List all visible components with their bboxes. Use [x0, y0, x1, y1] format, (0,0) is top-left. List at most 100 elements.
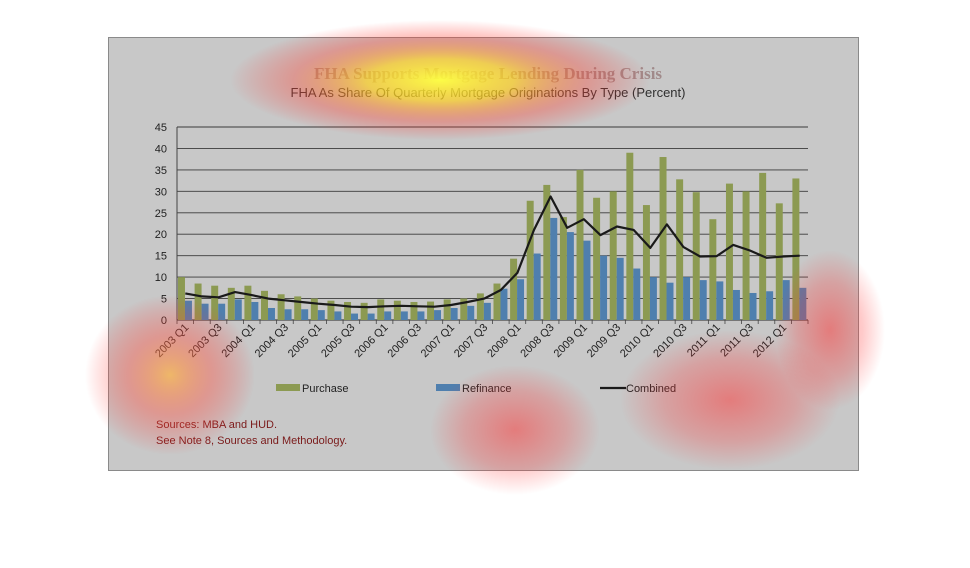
bar-refinance — [517, 279, 525, 320]
bar-refinance — [301, 309, 309, 320]
x-tick-label: 2006 Q3 — [386, 322, 424, 360]
bar-purchase — [692, 192, 700, 320]
y-tick-label: 25 — [155, 208, 167, 220]
legend-swatch — [276, 384, 300, 391]
bar-purchase — [510, 258, 518, 320]
x-tick-label: 2005 Q3 — [319, 322, 357, 360]
bar-purchase — [277, 294, 285, 320]
line-combined — [185, 195, 800, 309]
bar-refinance — [799, 287, 807, 320]
x-tick-label: 2010 Q1 — [618, 322, 656, 360]
bar-refinance — [782, 280, 790, 320]
x-tick-label: 2007 Q1 — [419, 322, 457, 360]
x-tick-label: 2003 Q1 — [153, 322, 191, 360]
bar-refinance — [450, 307, 458, 320]
bar-refinance — [434, 310, 442, 320]
bar-refinance — [251, 301, 259, 320]
y-tick-label: 40 — [155, 143, 167, 155]
bar-refinance — [218, 303, 226, 320]
y-axis: 0 5 10 15 20 25 30 35 40 45 — [155, 122, 178, 327]
y-tick-label: 10 — [155, 272, 167, 284]
x-tick-label: 2004 Q3 — [253, 322, 291, 360]
legend-swatch — [436, 384, 460, 391]
bar-purchase — [626, 152, 634, 320]
bar-purchase — [211, 285, 219, 320]
x-tick-label: 2006 Q1 — [352, 322, 390, 360]
bar-refinance — [184, 300, 192, 320]
bar-purchase — [476, 293, 484, 320]
bar-purchase — [244, 285, 252, 320]
bar-refinance — [583, 240, 591, 320]
bar-purchase — [194, 283, 202, 320]
bar-purchase — [460, 298, 468, 320]
y-tick-label: 0 — [161, 315, 167, 327]
bar-purchase — [310, 298, 318, 320]
bar-refinance — [666, 282, 674, 320]
bar-refinance — [749, 292, 757, 320]
x-tick-label: 2011 Q1 — [685, 322, 723, 360]
bar-purchase — [676, 179, 684, 320]
x-tick-label: 2004 Q1 — [220, 322, 258, 360]
bar-purchase — [742, 191, 750, 320]
legend-label: Combined — [626, 383, 676, 395]
x-tick-label: 2003 Q3 — [186, 322, 224, 360]
bar-purchase — [493, 283, 501, 320]
bar-refinance — [533, 253, 541, 320]
methodology-note: See Note 8, Sources and Methodology. — [156, 435, 348, 447]
bar-purchase — [261, 290, 268, 320]
chart-subtitle: FHA As Share Of Quarterly Mortgage Origi… — [291, 85, 686, 100]
bar-purchase — [609, 191, 617, 320]
bar-purchase — [792, 178, 800, 320]
sources-text: Sources: MBA and HUD. — [156, 419, 278, 431]
bar-purchase — [543, 184, 551, 320]
y-tick-label: 35 — [155, 165, 167, 177]
y-tick-label: 15 — [155, 251, 167, 263]
bar-refinance — [732, 289, 740, 320]
bar-purchase — [559, 217, 567, 320]
bar-refinance — [633, 268, 641, 320]
y-tick-label: 20 — [155, 229, 167, 241]
bar-purchase — [177, 277, 185, 320]
x-tick-label: 2005 Q1 — [286, 322, 324, 360]
bar-purchase — [725, 183, 733, 320]
bar-refinance — [766, 291, 774, 320]
bar-refinance — [550, 217, 558, 320]
bar-purchase — [775, 203, 783, 320]
bar-refinance — [367, 313, 375, 320]
legend-label: Purchase — [302, 383, 348, 395]
bar-refinance — [384, 311, 392, 320]
bar-refinance — [600, 255, 608, 320]
combined-line — [185, 195, 800, 309]
bar-refinance — [400, 311, 408, 320]
bar-purchase — [294, 296, 302, 320]
bar-refinance — [483, 302, 491, 320]
bar-purchase — [443, 299, 451, 320]
bar-purchase — [593, 197, 601, 320]
bar-refinance — [234, 299, 242, 320]
bar-purchase — [642, 205, 650, 320]
bar-refinance — [267, 307, 275, 320]
bar-purchase — [410, 301, 418, 320]
bar-refinance — [467, 305, 475, 320]
bar-purchase — [576, 169, 584, 320]
bar-purchase — [377, 299, 385, 320]
chart-title: FHA Supports Mortgage Lending During Cri… — [314, 64, 662, 83]
bar-refinance — [649, 277, 657, 320]
x-tick-label: 2007 Q3 — [452, 322, 490, 360]
y-tick-label: 30 — [155, 186, 167, 198]
bar-refinance — [417, 311, 425, 320]
x-tick-label: 2012 Q1 — [751, 322, 789, 360]
bar-refinance — [351, 313, 358, 320]
bar-refinance — [284, 309, 292, 320]
x-tick-label: 2009 Q1 — [552, 322, 590, 360]
bar-purchase — [360, 302, 368, 320]
bar-purchase — [327, 300, 335, 320]
bar-refinance — [201, 303, 209, 320]
bar-refinance — [317, 310, 325, 320]
bar-purchase — [659, 157, 667, 320]
x-tick-label: 2008 Q3 — [518, 322, 556, 360]
bar-purchase — [393, 300, 401, 320]
y-tick-label: 45 — [155, 122, 167, 134]
